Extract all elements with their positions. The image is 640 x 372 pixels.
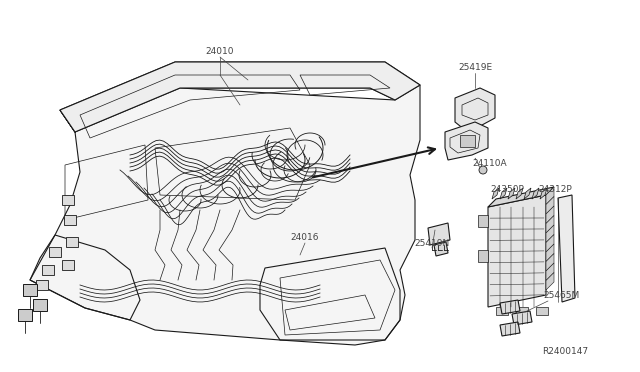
Text: R2400147: R2400147 (542, 347, 588, 356)
Polygon shape (516, 188, 523, 199)
Polygon shape (492, 188, 499, 199)
Text: 25465M: 25465M (543, 292, 579, 301)
Bar (66, 237, 78, 247)
Bar (49, 247, 61, 257)
Polygon shape (546, 225, 554, 243)
Polygon shape (30, 85, 420, 345)
Bar (478, 250, 488, 262)
Polygon shape (500, 322, 520, 336)
Polygon shape (524, 188, 531, 199)
Polygon shape (546, 263, 554, 280)
Text: 24350P: 24350P (490, 186, 524, 195)
Polygon shape (546, 234, 554, 252)
Polygon shape (445, 122, 488, 160)
Polygon shape (500, 188, 507, 199)
Polygon shape (546, 206, 554, 224)
Bar (64, 215, 76, 225)
Polygon shape (558, 195, 575, 302)
Bar (36, 280, 48, 290)
Polygon shape (546, 196, 554, 214)
Bar (62, 260, 74, 270)
Polygon shape (500, 300, 520, 314)
Polygon shape (512, 311, 532, 325)
Polygon shape (434, 242, 448, 256)
Polygon shape (546, 253, 554, 271)
Polygon shape (532, 188, 539, 199)
Bar (460, 135, 475, 147)
Text: 24016: 24016 (291, 234, 319, 243)
Bar (536, 307, 548, 315)
Bar (516, 307, 528, 315)
Bar (478, 215, 488, 227)
Polygon shape (546, 244, 554, 262)
Bar (496, 307, 508, 315)
Bar (18, 309, 32, 321)
Bar (33, 299, 47, 311)
Bar (62, 195, 74, 205)
Text: 24110A: 24110A (472, 160, 507, 169)
Polygon shape (428, 223, 450, 245)
Polygon shape (488, 195, 546, 307)
Polygon shape (546, 215, 554, 233)
Text: 24010: 24010 (205, 48, 234, 57)
Bar (42, 265, 54, 275)
Text: 24312P: 24312P (538, 186, 572, 195)
Text: 25419E: 25419E (458, 64, 492, 73)
Bar (23, 284, 37, 296)
Polygon shape (546, 273, 554, 290)
Text: 25419N: 25419N (414, 238, 450, 247)
Polygon shape (60, 62, 420, 132)
Polygon shape (508, 188, 515, 199)
Polygon shape (488, 187, 554, 207)
Polygon shape (546, 187, 554, 205)
Polygon shape (540, 188, 547, 199)
Polygon shape (455, 88, 495, 130)
Circle shape (479, 166, 487, 174)
